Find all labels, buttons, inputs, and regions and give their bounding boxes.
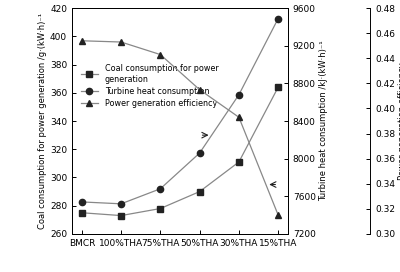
Legend: Coal consumption for power
generation, Turbine heat consumption, Power generatio: Coal consumption for power generation, T… [78,62,221,110]
Power generation efficiency [80,39,84,42]
Coal consumption for power
generation [158,207,163,210]
Y-axis label: Turbine heat consumption /kJ·(kW·h)⁻¹: Turbine heat consumption /kJ·(kW·h)⁻¹ [319,41,328,201]
Power generation efficiency [197,88,202,91]
Coal consumption for power
generation [276,86,280,89]
Power generation efficiency [158,53,163,56]
Coal consumption for power
generation [119,214,124,217]
Power generation efficiency [236,116,241,119]
Turbine heat consumption [80,200,84,203]
Y-axis label: Power generation efficiency: Power generation efficiency [398,62,400,180]
Coal consumption for power
generation [236,160,241,163]
Turbine heat consumption [158,187,163,190]
Turbine heat consumption [119,202,124,205]
Line: Coal consumption for power
generation: Coal consumption for power generation [79,84,281,219]
Turbine heat consumption [197,152,202,155]
Turbine heat consumption [236,93,241,96]
Line: Power generation efficiency: Power generation efficiency [79,38,281,218]
Coal consumption for power
generation [197,190,202,193]
Power generation efficiency [276,214,280,217]
Power generation efficiency [119,40,124,44]
Y-axis label: Coal consumption for power generation /g·(kW·h)⁻¹: Coal consumption for power generation /g… [38,13,47,229]
Coal consumption for power
generation [80,211,84,214]
Line: Turbine heat consumption: Turbine heat consumption [79,16,281,207]
Turbine heat consumption [276,17,280,20]
